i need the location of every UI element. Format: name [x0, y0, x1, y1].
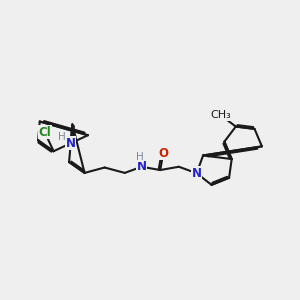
Text: O: O: [158, 147, 168, 160]
Text: N: N: [66, 137, 76, 150]
Text: H: H: [136, 152, 144, 162]
Text: H: H: [58, 132, 66, 142]
Text: Cl: Cl: [38, 126, 51, 139]
Text: N: N: [136, 160, 147, 173]
Text: N: N: [192, 167, 202, 180]
Text: CH₃: CH₃: [210, 110, 231, 120]
